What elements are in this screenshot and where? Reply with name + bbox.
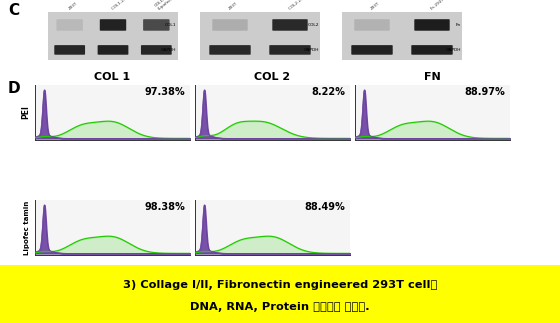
Text: PEI: PEI bbox=[21, 106, 30, 120]
Text: DNA, RNA, Protein 수준에서 검증함.: DNA, RNA, Protein 수준에서 검증함. bbox=[190, 302, 370, 312]
Text: COL1-293T PEI: COL1-293T PEI bbox=[111, 0, 137, 11]
Text: 88.49%: 88.49% bbox=[305, 202, 346, 212]
Text: COL2: COL2 bbox=[307, 23, 319, 27]
FancyBboxPatch shape bbox=[212, 19, 248, 31]
FancyBboxPatch shape bbox=[57, 19, 83, 31]
Text: 8.22%: 8.22% bbox=[311, 87, 346, 97]
Text: GAPDH: GAPDH bbox=[445, 48, 461, 52]
FancyBboxPatch shape bbox=[272, 19, 307, 31]
FancyBboxPatch shape bbox=[351, 45, 393, 55]
FancyBboxPatch shape bbox=[414, 19, 450, 31]
FancyBboxPatch shape bbox=[269, 45, 311, 55]
Text: D: D bbox=[8, 81, 21, 96]
Text: 3) Collage I/II, Fibronectin engineered 293T cell을: 3) Collage I/II, Fibronectin engineered … bbox=[123, 280, 437, 290]
FancyBboxPatch shape bbox=[100, 19, 126, 31]
Text: 293T: 293T bbox=[370, 2, 381, 11]
Text: FN: FN bbox=[424, 72, 441, 82]
FancyBboxPatch shape bbox=[411, 45, 452, 55]
Text: C: C bbox=[8, 3, 19, 18]
Text: 293T: 293T bbox=[68, 2, 78, 11]
Text: 97.38%: 97.38% bbox=[144, 87, 185, 97]
Text: GAPDH: GAPDH bbox=[304, 48, 319, 52]
Text: 293T: 293T bbox=[228, 2, 239, 11]
Text: 88.97%: 88.97% bbox=[465, 87, 505, 97]
FancyBboxPatch shape bbox=[141, 45, 172, 55]
Text: GAPDH: GAPDH bbox=[161, 48, 177, 52]
Text: COL 2: COL 2 bbox=[254, 72, 291, 82]
Text: Fn-293T: Fn-293T bbox=[430, 0, 446, 11]
Text: COL 1: COL 1 bbox=[95, 72, 130, 82]
Bar bbox=[0, 265, 560, 323]
Text: COL1-293T
(Lipofect.): COL1-293T (Lipofect.) bbox=[155, 0, 178, 11]
FancyBboxPatch shape bbox=[54, 45, 85, 55]
Text: Fn: Fn bbox=[455, 23, 461, 27]
Text: 98.38%: 98.38% bbox=[144, 202, 185, 212]
FancyBboxPatch shape bbox=[354, 19, 390, 31]
FancyBboxPatch shape bbox=[97, 45, 128, 55]
Text: COL1: COL1 bbox=[165, 23, 177, 27]
FancyBboxPatch shape bbox=[209, 45, 251, 55]
FancyBboxPatch shape bbox=[143, 19, 170, 31]
Text: Lipofec tamin: Lipofec tamin bbox=[24, 200, 30, 255]
Text: COL2-293T PEI: COL2-293T PEI bbox=[288, 0, 314, 11]
